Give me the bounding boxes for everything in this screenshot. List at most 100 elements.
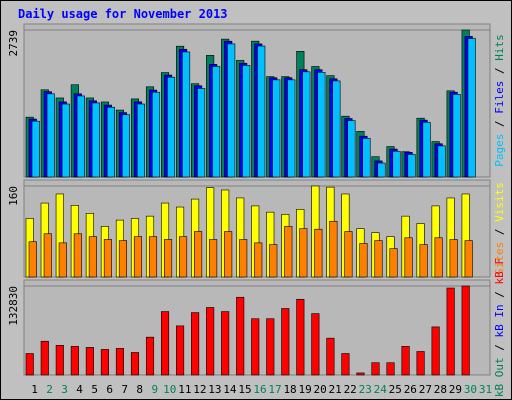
bar <box>272 79 281 178</box>
x-tick-label: 6 <box>106 383 113 396</box>
bar <box>166 76 176 178</box>
bar <box>176 325 185 376</box>
x-tick-label: 21 <box>329 383 342 396</box>
bar <box>25 353 34 376</box>
bar <box>266 318 275 376</box>
bar <box>103 239 112 278</box>
x-tick-label: 27 <box>419 383 432 396</box>
bar <box>296 298 305 376</box>
y-tick-label: 2739 <box>7 30 20 57</box>
bar <box>299 228 308 278</box>
bar <box>70 346 79 376</box>
x-tick-label: 31 <box>479 383 492 396</box>
x-tick-label: 3 <box>61 383 68 396</box>
legend-entry: Pages <box>493 134 506 167</box>
bar <box>371 362 380 376</box>
legend-entry: kB F <box>493 258 506 285</box>
legend: Pages / Files / Hits <box>493 34 506 167</box>
bar <box>118 240 127 278</box>
bar <box>88 236 97 278</box>
bar <box>269 244 278 278</box>
bar <box>182 51 191 178</box>
bar <box>91 102 100 178</box>
bar <box>55 345 64 376</box>
bar <box>452 94 461 178</box>
x-tick-label: 22 <box>344 383 357 396</box>
bar <box>416 351 425 376</box>
bar <box>242 65 251 178</box>
bar <box>73 233 82 278</box>
x-tick-label: 5 <box>91 383 98 396</box>
chart-title: Daily usage for November 2013 <box>18 7 228 21</box>
bar <box>362 138 371 178</box>
bar <box>209 239 218 278</box>
bar <box>251 318 260 376</box>
legend-entry: Visits <box>493 182 506 222</box>
bar <box>115 348 124 376</box>
bar <box>85 347 94 376</box>
bar <box>359 243 368 278</box>
x-tick-label: 4 <box>76 383 83 396</box>
bar <box>341 353 350 376</box>
bar <box>446 287 455 376</box>
legend-entry: kB In <box>493 304 506 337</box>
x-tick-label: 24 <box>374 383 388 396</box>
bar <box>40 340 49 376</box>
x-tick-label: 26 <box>404 383 417 396</box>
bar <box>287 79 296 178</box>
bar <box>227 43 236 178</box>
bar <box>148 236 158 278</box>
bar <box>236 296 245 376</box>
x-tick-label: 18 <box>283 383 296 396</box>
bar <box>221 311 230 376</box>
legend-separator: / <box>493 222 506 242</box>
legend-separator: / <box>493 337 506 357</box>
bar <box>121 114 130 178</box>
bar <box>317 72 326 178</box>
bar <box>329 220 338 278</box>
bar <box>311 313 320 376</box>
bar <box>419 244 428 278</box>
x-tick-label: 25 <box>389 383 402 396</box>
bar <box>302 71 311 178</box>
bar <box>284 226 293 278</box>
bar <box>106 106 115 178</box>
y-tick-label: 160 <box>7 186 20 206</box>
legend-separator: / <box>493 284 506 304</box>
bar <box>61 103 70 178</box>
x-tick-label: 20 <box>314 383 327 396</box>
x-tick-label: 23 <box>359 383 372 396</box>
x-tick-label: 7 <box>121 383 128 396</box>
bar <box>130 352 140 376</box>
bar <box>281 308 290 376</box>
bar <box>163 239 173 278</box>
bar <box>212 66 221 178</box>
bar <box>191 312 200 376</box>
bar <box>314 228 323 278</box>
x-tick-label: 8 <box>136 383 143 396</box>
bar <box>326 337 335 376</box>
bar <box>344 231 353 278</box>
bar <box>194 231 203 278</box>
x-tick-label: 16 <box>253 383 266 396</box>
x-tick-label: 2 <box>46 383 53 396</box>
bar <box>431 326 440 376</box>
bar <box>389 248 398 278</box>
legend-separator: / <box>493 114 506 134</box>
x-tick-label: 29 <box>449 383 462 396</box>
bar <box>464 240 473 278</box>
x-tick-label: 9 <box>151 383 158 396</box>
x-tick-label: 11 <box>178 383 191 396</box>
bar <box>151 91 161 178</box>
bar <box>374 240 383 278</box>
bar <box>160 311 170 376</box>
x-tick-label: 12 <box>193 383 206 396</box>
bar <box>356 372 365 376</box>
bar <box>407 154 416 178</box>
bar <box>43 233 52 278</box>
bar <box>257 45 266 178</box>
x-tick-label: 30 <box>464 383 477 396</box>
bar <box>404 237 413 278</box>
bar <box>28 241 37 278</box>
x-tick-label: 13 <box>208 383 221 396</box>
